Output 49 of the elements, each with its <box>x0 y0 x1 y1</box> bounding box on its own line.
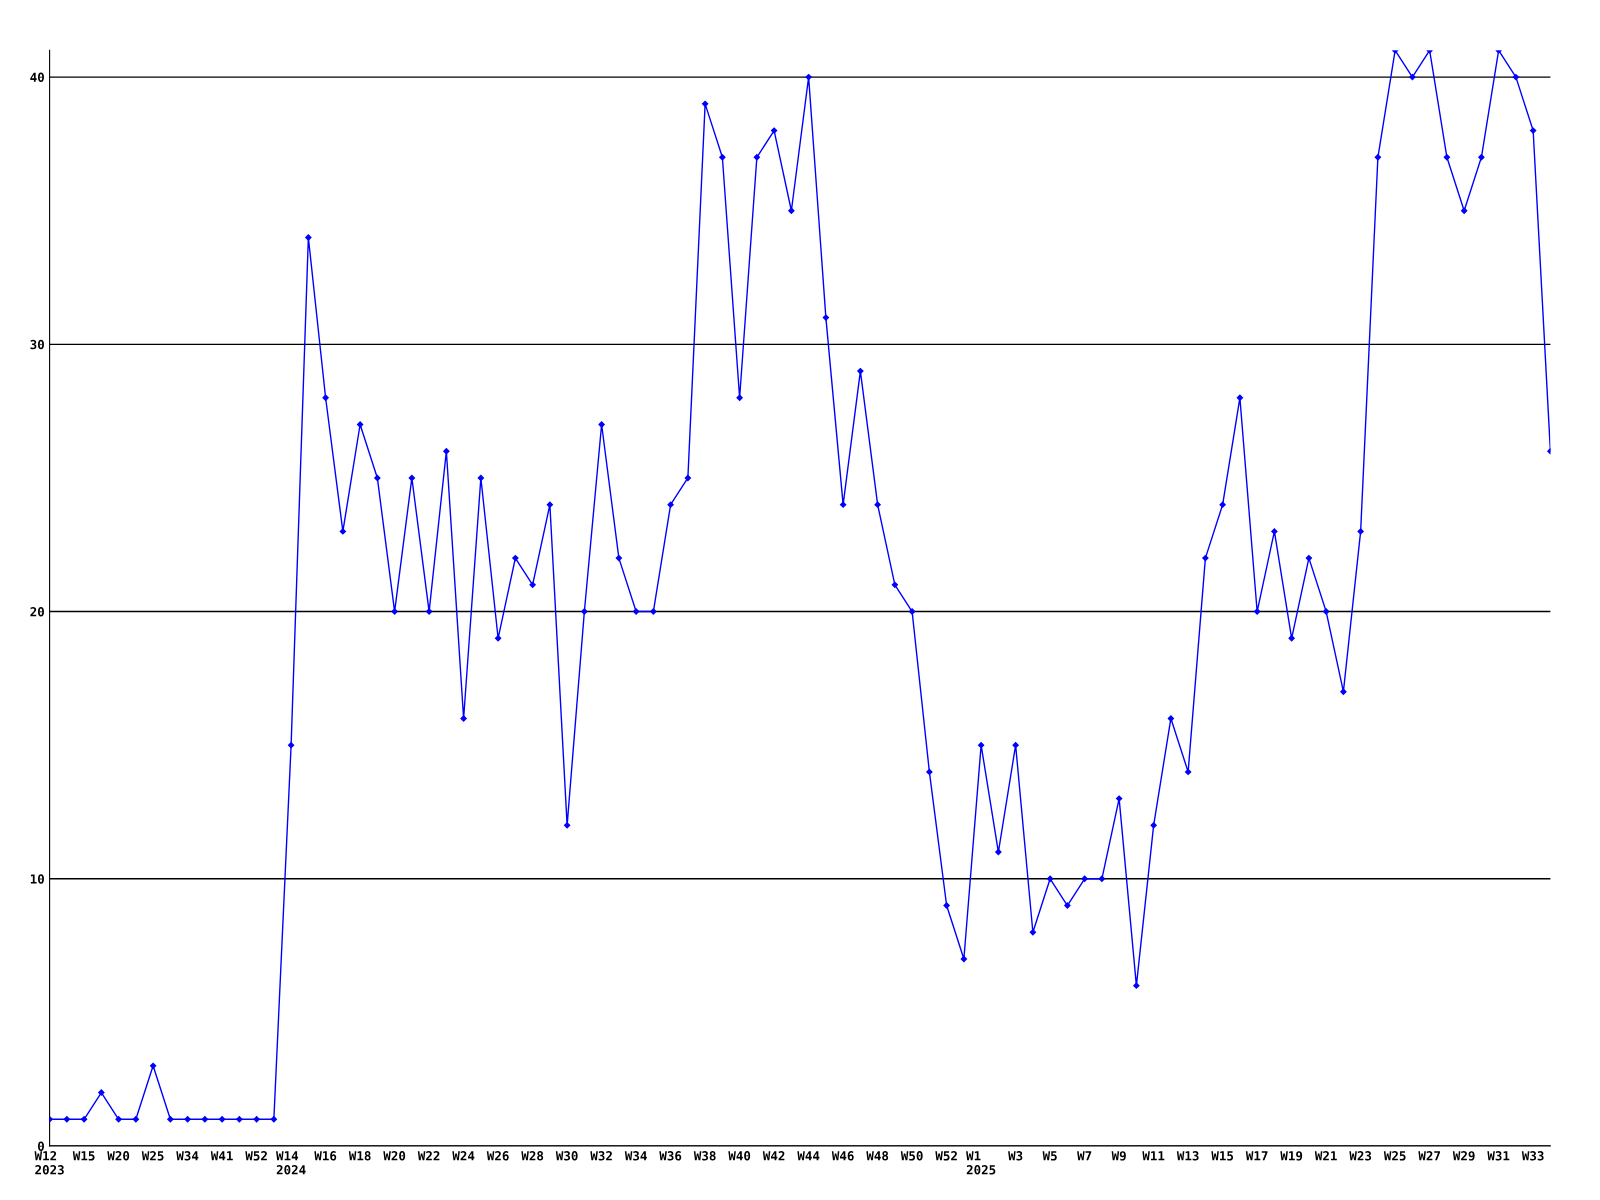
x-tick-label: W38 <box>693 1151 716 1161</box>
y-tick-label: 10 <box>30 874 44 884</box>
x-tick-label: W1 2025 <box>966 1151 996 1175</box>
y-tick-label: 0 <box>37 1141 44 1151</box>
x-tick-label: W14 2024 <box>276 1151 306 1175</box>
x-tick-label: W40 <box>728 1151 751 1161</box>
x-tick-label: W48 <box>866 1151 889 1161</box>
x-tick-label: W16 <box>314 1151 337 1161</box>
x-tick-label: W34 <box>176 1151 199 1161</box>
x-tick-label: W7 <box>1077 1151 1092 1161</box>
x-tick-label: W26 <box>486 1151 509 1161</box>
x-tick-label: W52 <box>245 1151 267 1161</box>
x-tick-label: W18 <box>348 1151 371 1161</box>
x-tick-label: W32 <box>590 1151 612 1161</box>
x-tick-label: W3 <box>1008 1151 1023 1161</box>
x-tick-label: W9 <box>1111 1151 1126 1161</box>
x-tick-label: W24 <box>452 1151 475 1161</box>
x-tick-label: W12 2023 <box>34 1151 64 1175</box>
x-tick-label: W28 <box>521 1151 544 1161</box>
x-tick-label: W17 <box>1245 1151 1268 1161</box>
x-tick-label: W52 <box>935 1151 957 1161</box>
x-tick-label: W41 <box>210 1151 233 1161</box>
x-tick-label: W27 <box>1418 1151 1440 1161</box>
x-tick-label: W25 <box>141 1151 164 1161</box>
x-tick-label: W33 <box>1521 1151 1544 1161</box>
y-tick-label: 30 <box>30 339 44 350</box>
x-tick-label: W34 <box>624 1151 647 1161</box>
y-tick-label: 20 <box>30 607 44 617</box>
x-tick-label: W46 <box>831 1151 854 1161</box>
x-tick-label: W31 <box>1487 1151 1510 1161</box>
x-tick-label: W13 <box>1176 1151 1199 1161</box>
x-tick-label: W21 <box>1314 1151 1337 1161</box>
x-tick-label: W42 <box>762 1151 785 1161</box>
x-tick-label: W15 <box>72 1151 95 1161</box>
y-tick-label: 40 <box>30 72 44 83</box>
x-tick-label: W44 <box>797 1151 820 1161</box>
x-tick-label: W20 <box>107 1151 130 1161</box>
x-tick-label: W5 <box>1042 1151 1057 1161</box>
x-tick-label: W30 <box>555 1151 578 1161</box>
x-tick-label: W22 <box>417 1151 440 1161</box>
x-tick-label: W36 <box>659 1151 682 1161</box>
x-tick-label: W50 <box>900 1151 923 1161</box>
x-tick-label: W19 <box>1280 1151 1303 1161</box>
x-tick-label: W11 <box>1142 1151 1165 1161</box>
x-tick-label: W20 <box>383 1151 406 1161</box>
x-tick-label: W29 <box>1452 1151 1475 1161</box>
x-tick-label: W25 <box>1383 1151 1406 1161</box>
x-tick-label: W23 <box>1349 1151 1372 1161</box>
x-tick-label: W15 <box>1211 1151 1234 1161</box>
